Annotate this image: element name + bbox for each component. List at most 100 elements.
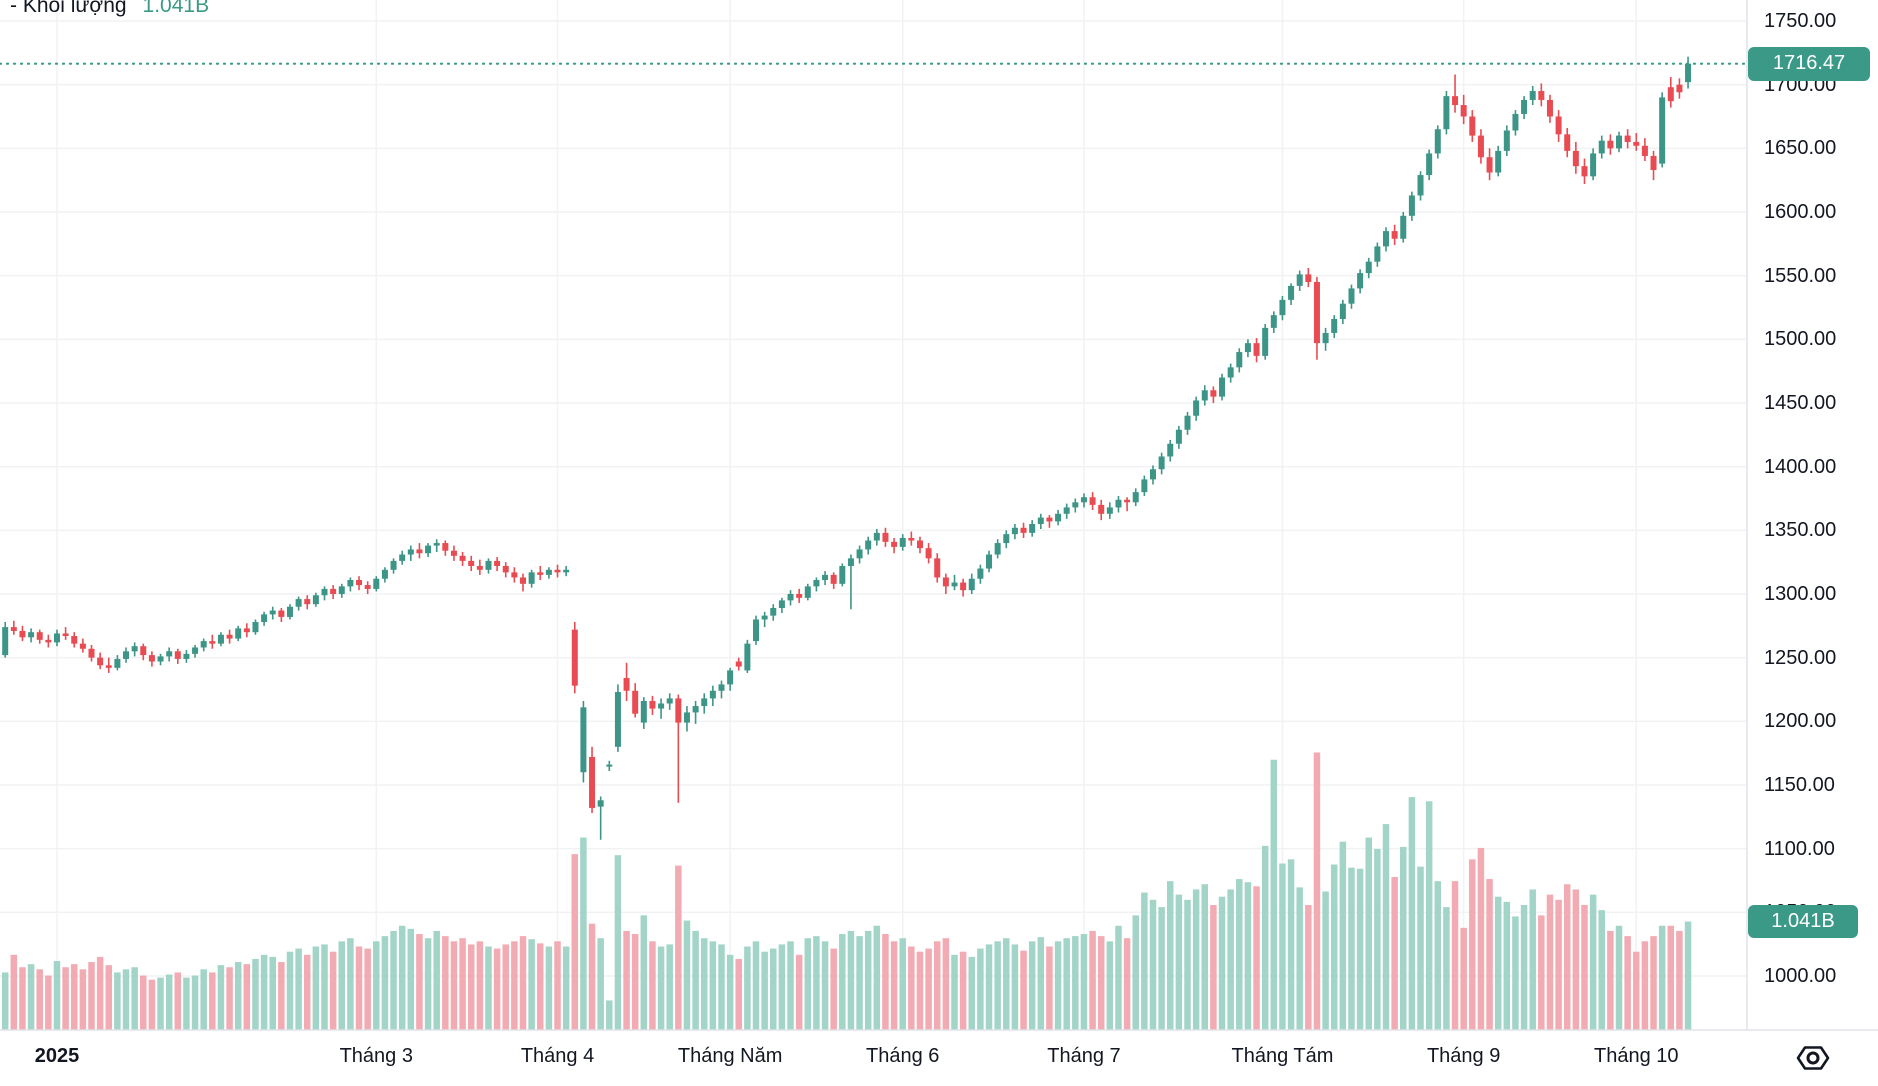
volume-bar: [519, 936, 527, 1030]
candle-body: [71, 636, 78, 644]
candle-body: [727, 670, 734, 685]
price-axis-label: 1650.00: [1764, 137, 1837, 160]
volume-bar: [493, 948, 501, 1030]
candle-body: [62, 633, 69, 637]
volume-bar: [675, 865, 682, 1030]
candle-body: [407, 549, 414, 555]
candle-body: [986, 554, 993, 569]
volume-bar: [1400, 846, 1407, 1030]
volume-bar: [1443, 907, 1450, 1030]
volume-bar: [157, 977, 164, 1030]
candle-body: [1270, 315, 1277, 328]
candle-body: [796, 594, 803, 598]
candle-body: [882, 532, 889, 542]
legend-row[interactable]: - Khối lượng 1.041B: [10, 0, 209, 18]
candle-body: [1055, 513, 1062, 522]
candle-body: [217, 634, 224, 644]
volume-bar: [1633, 951, 1640, 1030]
candle-body: [614, 692, 621, 747]
volume-bar: [994, 941, 1001, 1030]
volume-bar: [700, 938, 708, 1030]
candle-body: [580, 707, 587, 773]
time-axis-label: Tháng 4: [520, 1045, 595, 1067]
candle-body: [200, 641, 207, 648]
volume-bar: [528, 939, 535, 1030]
candle-body: [148, 655, 155, 662]
candle-body: [1331, 318, 1338, 333]
volume-bar: [364, 948, 371, 1030]
volume-bar: [545, 946, 553, 1030]
price-axis-label: 1150.00: [1764, 774, 1835, 796]
volume-bar: [140, 975, 147, 1030]
volume-bar: [1408, 797, 1416, 1030]
candle-body: [675, 698, 682, 723]
volume-bar: [450, 941, 458, 1030]
volume-bar: [476, 941, 484, 1030]
volume-bar: [226, 967, 233, 1030]
volume-bar: [873, 925, 881, 1030]
candle-body: [88, 648, 95, 658]
candle-body: [1227, 367, 1234, 378]
volume-bar: [295, 948, 302, 1030]
candle-body: [1089, 497, 1096, 505]
price-axis-label: 1450.00: [1764, 392, 1837, 414]
candle-body: [1564, 134, 1571, 151]
volume-bar: [1598, 910, 1605, 1030]
candle-body: [1141, 479, 1148, 493]
candle-body: [589, 756, 596, 808]
volume-bar: [62, 967, 69, 1030]
candle-body: [1098, 504, 1105, 514]
candle-body: [1313, 282, 1320, 344]
candle-body: [433, 543, 440, 546]
volume-bar: [1460, 927, 1467, 1030]
price-axis-label: 1100.00: [1764, 837, 1835, 860]
hexagon-eye-icon[interactable]: [1794, 1043, 1832, 1073]
candle-body: [476, 565, 483, 570]
candle-body: [312, 595, 319, 605]
candle-body: [571, 629, 578, 686]
time-axis-label: 2025: [34, 1045, 80, 1067]
candle-body: [1607, 140, 1614, 149]
volume-bar: [1641, 941, 1649, 1030]
volume-bar: [407, 928, 415, 1030]
volume-bar: [1279, 863, 1286, 1030]
volume-bar: [390, 930, 397, 1030]
volume-bar: [1003, 938, 1010, 1030]
candle-body: [1132, 492, 1139, 503]
candle-body: [839, 565, 846, 584]
candle-body: [666, 698, 673, 704]
volume-bar: [1046, 946, 1053, 1030]
candle-body: [1685, 63, 1692, 83]
volume-bar: [1141, 892, 1148, 1030]
candle-body: [623, 678, 630, 691]
candle-body: [563, 569, 570, 573]
candle-body: [1288, 285, 1295, 300]
volume-bar: [959, 951, 967, 1030]
candle-body: [753, 619, 760, 642]
volume-bar: [88, 962, 95, 1030]
volume-bar: [1348, 867, 1355, 1030]
volume-bar: [1072, 936, 1079, 1030]
volume-bar: [96, 956, 104, 1030]
candle-body: [994, 543, 1001, 555]
candle-body: [718, 684, 725, 691]
volume-bar: [1417, 866, 1424, 1030]
volume-bar: [1607, 930, 1614, 1030]
candle-body: [338, 586, 345, 594]
volume-bar: [269, 956, 276, 1030]
volume-bar: [1287, 859, 1295, 1030]
volume-bar: [355, 946, 363, 1030]
candle-body: [804, 586, 811, 598]
candle-body: [1305, 274, 1312, 283]
volume-bar: [1167, 881, 1174, 1030]
candle-body: [1400, 215, 1407, 239]
volume-bar: [640, 915, 648, 1030]
candle-body: [364, 585, 371, 589]
volume-bar: [770, 948, 777, 1030]
candle-body: [373, 578, 380, 589]
candle-body: [286, 606, 293, 617]
volume-bar: [1477, 847, 1485, 1030]
candle-body: [468, 560, 475, 566]
volume-bar: [329, 951, 337, 1030]
